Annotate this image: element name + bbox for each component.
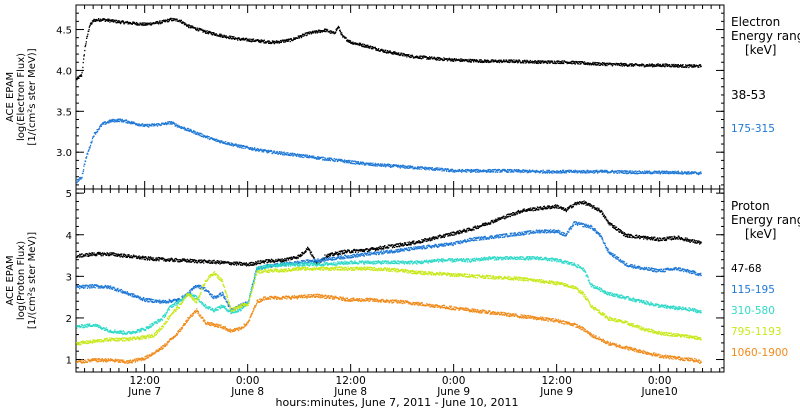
proton-y-tick-label: 4 [66, 231, 72, 242]
proton-y-axis-label-line: ACE EPAM [5, 255, 16, 305]
proton-legend-entry: 310-580 [731, 305, 775, 317]
proton-legend-entry: 795-1193 [731, 326, 782, 338]
proton-y-axis-label-line: [1/(cm²s ster MeV)] [27, 232, 38, 329]
electron-y-axis-label-line: log(Electron Flux) [16, 53, 27, 141]
proton-series-310-580 [76, 256, 702, 335]
x-tick-label-date: June 9 [436, 386, 470, 398]
electron-y-tick-label: 4.0 [56, 66, 72, 77]
x-tick-label-time: 12:00 [336, 375, 366, 387]
proton-legend-entry: 47-68 [731, 263, 762, 275]
electron-series-38-53 [76, 17, 702, 81]
x-tick-label-time: 0:00 [236, 375, 260, 387]
electron-y-axis-label-line: [1/(cm²s ster MeV)] [27, 48, 38, 145]
proton-series-795-1193 [76, 266, 702, 346]
proton-y-tick-label: 2 [66, 314, 72, 325]
proton-y-tick-label: 5 [66, 189, 72, 200]
x-tick-label-time: 12:00 [130, 375, 160, 387]
electron-panel: 3.0 3.5 4.0 4.5 ACE EPAM log(Electron Flux) [1… [5, 4, 800, 190]
electron-y-axis-label-line: ACE EPAM [5, 72, 16, 122]
electron-legend-entry: 38-53 [731, 88, 766, 102]
proton-series-1060-1900 [76, 293, 702, 364]
proton-legend-title-line: Proton [731, 199, 770, 213]
x-tick-label-date: June 8 [333, 386, 367, 398]
proton-legend-title-line: Energy range [731, 213, 800, 227]
x-tick-label-date: June 7 [127, 386, 161, 398]
proton-y-axis-label-line: log(Proton Flux) [16, 241, 27, 320]
electron-series-175-315 [76, 118, 702, 184]
electron-y-tick-label: 3.0 [56, 148, 72, 159]
x-tick-label-time: 12:00 [542, 375, 572, 387]
x-tick-label-date: June 9 [539, 386, 573, 398]
electron-legend-title-line: Electron [731, 15, 780, 29]
proton-legend-title-line: [keV] [745, 227, 776, 241]
x-tick-label-date: June 8 [230, 386, 264, 398]
electron-legend-title-line: [keV] [745, 43, 776, 57]
proton-legend-entry: 1060-1900 [731, 347, 788, 359]
electron-y-tick-label: 3.5 [56, 107, 72, 118]
x-tick-label-time: 0:00 [442, 375, 466, 387]
electron-legend-entry: 175-315 [731, 123, 775, 135]
proton-series-47-68 [76, 200, 702, 267]
proton-y-tick-label: 3 [66, 272, 72, 283]
electron-y-tick-label: 4.5 [56, 26, 72, 37]
x-tick-label-time: 0:00 [648, 375, 672, 387]
proton-panel: 1 2 3 4 5 ACE EPAM log(Proton Flux) [1/(cm²s st… [5, 188, 800, 373]
proton-frame [75, 188, 725, 373]
x-axis-title: hours:minutes, June 7, 2011 - June 10, 2… [276, 396, 519, 409]
x-tick-label-date: June10 [641, 386, 678, 398]
proton-y-tick-label: 1 [66, 356, 72, 367]
electron-legend-title-line: Energy range [731, 29, 800, 43]
proton-legend-entry: 115-195 [731, 284, 775, 296]
proton-series-115-195 [76, 221, 702, 311]
